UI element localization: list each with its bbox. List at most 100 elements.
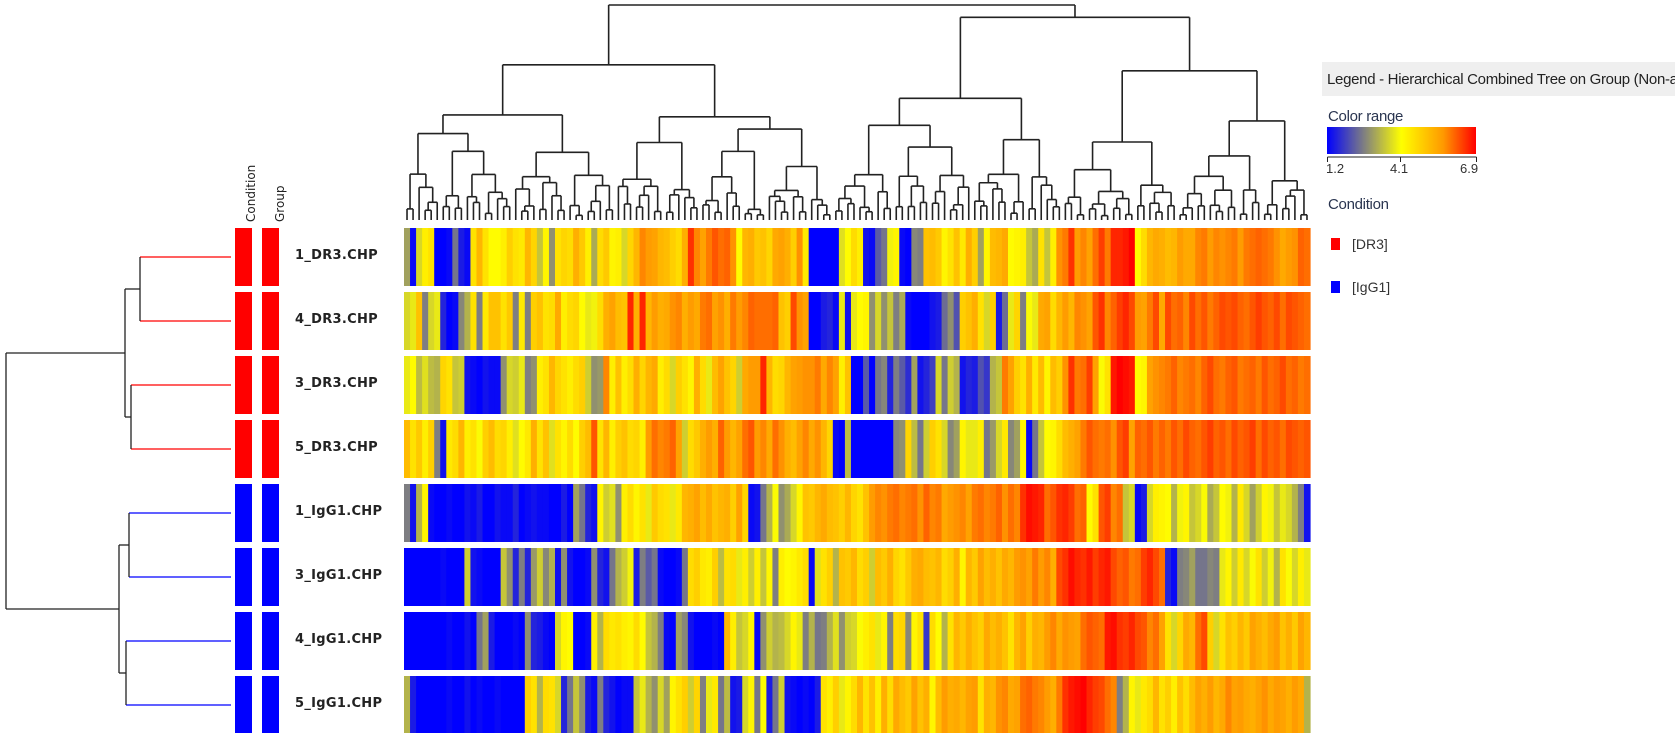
heatmap-cell [597,292,604,350]
heatmap-cell [850,228,858,286]
heatmap-cell [597,612,604,670]
heatmap-cell [1062,612,1069,670]
heatmap-cell [579,228,586,286]
heatmap-cell [1177,292,1184,350]
heatmap-cell [1279,484,1287,542]
heatmap-cell [464,676,472,734]
heatmap-cell [597,356,604,414]
heatmap-cell [506,612,514,670]
heatmap-cell [1291,548,1299,606]
heatmap-cell [1146,228,1154,286]
heatmap-cell [1038,356,1045,414]
heatmap-cell [875,484,882,542]
heatmap-cell [784,228,792,286]
heatmap-cell [1261,548,1269,606]
heatmap-cell [573,548,580,606]
heatmap-cell [1152,484,1160,542]
heatmap-cell [639,676,647,734]
heatmap-cell [440,292,447,350]
heatmap-cell [1074,420,1082,478]
heatmap-cell [1086,612,1094,670]
heatmap-cell [609,292,616,350]
heatmap-cell [548,676,556,734]
heatmap-cell [1080,228,1088,286]
heatmap-cell [1225,228,1233,286]
heatmap-cell [772,420,780,478]
heatmap-cell [506,292,514,350]
heatmap-cell [935,228,943,286]
heatmap-cell [404,420,411,478]
heatmap-cell [1219,548,1227,606]
heatmap-cell [1261,420,1269,478]
heatmap-cell [929,420,937,478]
heatmap-cell [1080,548,1088,606]
heatmap-cell [742,612,749,670]
heatmap-cell [1183,420,1190,478]
heatmap-cell [941,676,949,734]
heatmap-cell [591,484,598,542]
heatmap-cell [1291,292,1299,350]
heatmap-cell [1201,612,1208,670]
heatmap-cell [1231,484,1239,542]
heatmap-cell [452,484,459,542]
heatmap-cell [1128,356,1136,414]
heatmap-cell [482,356,490,414]
heatmap-cell [917,356,925,414]
heatmap-cell [440,484,447,542]
heatmap-cell [820,356,828,414]
heatmap-cell [663,484,671,542]
heatmap-cell [579,548,586,606]
heatmap-cell [1267,484,1275,542]
heatmap-cell [458,420,465,478]
heatmap-cell [518,612,526,670]
heatmap-cell [530,228,538,286]
heatmap-cell [512,548,520,606]
heatmap-cell [1044,548,1051,606]
heatmap-cell [476,228,484,286]
heatmap-cell [639,612,647,670]
heatmap-cell [1195,676,1202,734]
heatmap-cell [609,356,616,414]
heatmap-cell [1038,420,1045,478]
heatmap-cell [941,292,949,350]
heatmap-cell [536,292,544,350]
heatmap-cell [404,548,411,606]
heatmap-cell [1110,612,1118,670]
heatmap-cell [452,228,459,286]
heatmap-cell [512,484,520,542]
heatmap-cell [675,484,683,542]
heatmap-cell [1044,420,1051,478]
heatmap-cell [796,292,804,350]
heatmap-cell [422,356,429,414]
heatmap-cell [1092,676,1100,734]
heatmap-cell [645,356,653,414]
heatmap-cell [712,612,719,670]
heatmap-cell [760,484,767,542]
heatmap-cell [470,292,478,350]
heatmap-cell [699,612,707,670]
heatmap-cell [567,484,574,542]
heatmap-cell [748,484,755,542]
heatmap-cell [959,420,967,478]
heatmap-cell [615,420,623,478]
heatmap-cell [1255,292,1263,350]
heatmap-cell [1231,356,1239,414]
heatmap-cell [561,420,568,478]
heatmap-cell [941,612,949,670]
legend-entry-dr3: [DR3] [1352,236,1388,252]
heatmap-cell [609,228,616,286]
heatmap-cell [808,484,816,542]
heatmap-cell [929,356,937,414]
heatmap-cell [488,420,496,478]
heatmap-cell [524,420,532,478]
heatmap-cell [512,292,520,350]
heatmap-cell [446,484,453,542]
heatmap-cell [633,292,641,350]
heatmap-cell [1062,548,1069,606]
heatmap-cell [1273,676,1281,734]
heatmap-cell [663,676,671,734]
heatmap-cell [1152,228,1160,286]
heatmap-cell [1080,292,1088,350]
heatmap-cell [959,356,967,414]
heatmap-cell [875,292,882,350]
